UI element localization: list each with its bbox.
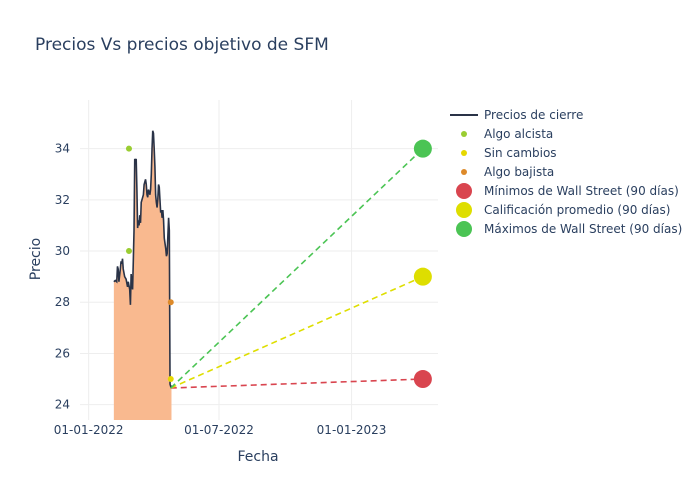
average-rating-line [170, 275, 424, 389]
legend-swatch [461, 131, 467, 137]
legend-swatch [456, 221, 472, 237]
legend-label: Precios de cierre [484, 108, 583, 122]
close-price-line [113, 130, 173, 389]
wall-street-max-marker [413, 139, 432, 158]
x-axis-title: Fecha [237, 449, 278, 465]
legend: Precios de cierre Algo alcista Sin cambios… [450, 108, 682, 237]
x-tick-label: 01-07-2022 [184, 423, 254, 437]
legend-swatch [456, 183, 472, 199]
y-tick-label: 30 [55, 244, 70, 258]
y-tick-label: 32 [55, 193, 70, 207]
sin-cambios-marker [167, 376, 174, 383]
y-tick-label: 28 [55, 295, 70, 309]
legend-swatch [456, 202, 472, 218]
plot-area [113, 130, 432, 420]
legend-label: Calificación promedio (90 días) [484, 203, 670, 217]
legend-label: Mínimos de Wall Street (90 días) [484, 184, 679, 198]
y-tick-label: 34 [55, 142, 70, 156]
wall-street-min-line [170, 378, 423, 389]
x-tick-label: 01-01-2022 [54, 423, 124, 437]
wall-street-min-marker [413, 370, 432, 389]
legend-label: Algo alcista [484, 127, 553, 141]
legend-swatch [461, 150, 467, 156]
algo-alcista-marker [125, 145, 132, 152]
algo-bajista-marker [167, 299, 174, 306]
average-rating-marker [413, 267, 432, 286]
legend-label: Máximos de Wall Street (90 días) [484, 222, 682, 236]
y-axis-title: Precio [28, 238, 44, 280]
legend-swatch [461, 169, 467, 175]
legend-label: Algo bajista [484, 165, 554, 179]
y-tick-label: 26 [55, 346, 70, 360]
y-tick-label: 24 [55, 398, 70, 412]
close-price-area [113, 130, 172, 420]
wall-street-max-line [170, 148, 424, 389]
axes: 01-01-2022 01-07-2022 01-01-2023 24 26 28 30 32… [54, 142, 387, 437]
algo-alcista-marker [125, 248, 132, 255]
legend-label: Sin cambios [484, 146, 557, 160]
chart-title: Precios Vs precios objetivo de SFM [35, 35, 329, 55]
x-tick-label: 01-01-2023 [317, 423, 387, 437]
